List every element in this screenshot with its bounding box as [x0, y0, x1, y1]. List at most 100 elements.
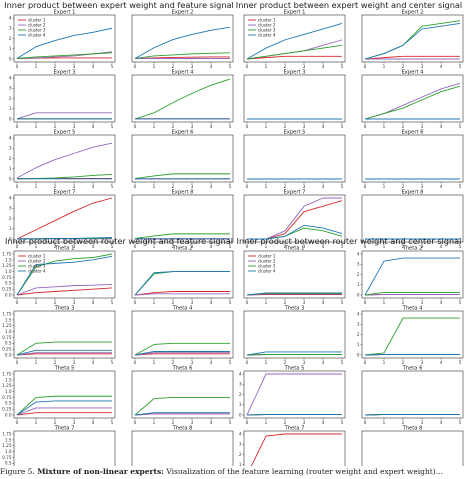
y-tick-label: 0.25 [2, 287, 12, 292]
panel-expert-3: Expert 3 0 1 2 3 4 5 [243, 70, 346, 129]
x-tick-label: 4 [210, 124, 213, 129]
x-tick-label: 4 [92, 124, 95, 129]
panel-theta-3: Theta 3 0 1 2 3 4 5 [243, 306, 346, 365]
y-tick-label: 1.5 [5, 377, 12, 382]
y-tick-label: 3 [239, 382, 242, 387]
panel-title: Expert 8 [172, 190, 194, 196]
x-tick-label: 1 [35, 360, 38, 365]
panel-frame [243, 370, 346, 419]
panel-title: Theta 1 [54, 246, 75, 252]
x-tick-label: 1 [153, 184, 156, 189]
x-tick-label: 1 [383, 420, 386, 425]
x-tick-label: 0 [364, 300, 367, 305]
x-tick-label: 3 [303, 184, 306, 189]
x-tick-label: 0 [16, 64, 19, 69]
series-line-cluster-1 [134, 353, 230, 356]
x-tick-label: 2 [54, 244, 57, 249]
x-tick-label: 4 [440, 184, 443, 189]
x-tick-label: 2 [284, 300, 287, 305]
x-tick-label: 0 [246, 300, 249, 305]
series-line-cluster-4 [364, 257, 460, 296]
y-tick-label: 4 [357, 311, 360, 316]
x-tick-label: 4 [210, 244, 213, 249]
series-line-cluster-1 [364, 55, 460, 60]
series-line-cluster-3 [134, 233, 230, 239]
x-tick-label: 3 [421, 184, 424, 189]
x-tick-label: 5 [229, 124, 232, 129]
series-line-cluster-4 [16, 349, 112, 356]
y-tick-label: 0.25 [2, 407, 12, 412]
series-line-cluster-2 [16, 112, 112, 120]
x-tick-label: 2 [54, 420, 57, 425]
x-tick-label: 3 [421, 360, 424, 365]
x-tick-label: 2 [284, 360, 287, 365]
panel-theta-3: Theta 3 0 1 2 3 4 5 0.00.250.50.751.01.251.51.7… [2, 306, 116, 365]
x-tick-label: 0 [364, 184, 367, 189]
figure-canvas: Inner product between expert weight and … [2, 0, 464, 466]
x-tick-label: 4 [210, 184, 213, 189]
legend-label: cluster 2 [258, 23, 276, 28]
panel-expert-8: Expert 8 0 1 2 3 4 5 [361, 190, 464, 249]
x-tick-label: 5 [111, 420, 114, 425]
y-tick-label: 1.75 [2, 431, 12, 436]
x-tick-label: 1 [35, 184, 38, 189]
x-tick-label: 0 [364, 420, 367, 425]
y-tick-label: 0 [9, 56, 12, 61]
series-line-cluster-3 [364, 317, 460, 356]
x-tick-label: 3 [191, 300, 194, 305]
x-tick-label: 0 [16, 244, 19, 249]
series-line-cluster-4 [246, 292, 342, 296]
x-tick-label: 1 [153, 244, 156, 249]
series-line-cluster-3 [246, 44, 343, 60]
x-tick-label: 3 [73, 64, 76, 69]
y-tick-label: 4 [239, 431, 242, 436]
x-tick-label: 4 [92, 420, 95, 425]
y-tick-label: 1.5 [5, 437, 12, 442]
panel-expert-6: Expert 6 0 1 2 3 4 5 [361, 130, 464, 189]
x-tick-label: 3 [303, 300, 306, 305]
legend-label: cluster 1 [28, 18, 46, 23]
y-tick-label: 1.0 [5, 449, 12, 454]
caption-text: Visualization of the feature learning (r… [166, 467, 443, 476]
y-tick-label: 2 [357, 332, 360, 337]
x-tick-label: 5 [459, 244, 462, 249]
legend-label: cluster 1 [258, 254, 276, 259]
x-tick-label: 0 [246, 360, 249, 365]
x-tick-label: 5 [341, 64, 344, 69]
x-tick-label: 1 [153, 124, 156, 129]
x-tick-label: 5 [459, 184, 462, 189]
y-tick-label: 2 [239, 452, 242, 457]
series-line-cluster-4 [246, 351, 342, 356]
panel-frame [13, 194, 116, 243]
x-tick-label: 2 [172, 64, 175, 69]
x-tick-label: 1 [265, 124, 268, 129]
series-line-cluster-2 [16, 407, 112, 416]
x-tick-label: 0 [16, 124, 19, 129]
x-tick-label: 5 [341, 420, 344, 425]
panel-expert-2: Expert 2 0 1 2 3 4 5 [131, 10, 234, 69]
x-tick-label: 0 [16, 300, 19, 305]
panel-frame [361, 74, 464, 123]
x-tick-label: 1 [265, 300, 268, 305]
x-tick-label: 4 [322, 300, 325, 305]
y-tick-label: 1 [357, 342, 360, 347]
chart-group-2: Inner product between expert weight and … [236, 0, 464, 249]
x-tick-label: 1 [153, 64, 156, 69]
x-tick-label: 5 [459, 64, 462, 69]
x-tick-label: 3 [191, 64, 194, 69]
panel-title: Expert 5 [54, 130, 76, 136]
y-tick-label: 1.25 [2, 443, 12, 448]
series-line-cluster-1 [16, 197, 113, 240]
y-tick-label: 0.75 [2, 335, 12, 340]
x-tick-label: 2 [54, 124, 57, 129]
series-line-cluster-1 [246, 55, 342, 60]
y-tick-label: 1.5 [5, 317, 12, 322]
y-tick-label: 3 [239, 442, 242, 447]
group-title: Inner product between expert weight and … [4, 0, 234, 10]
series-line-cluster-4 [364, 23, 461, 60]
panel-frame [13, 14, 116, 63]
legend-label: cluster 3 [28, 264, 46, 269]
y-tick-label: 1 [9, 226, 12, 231]
